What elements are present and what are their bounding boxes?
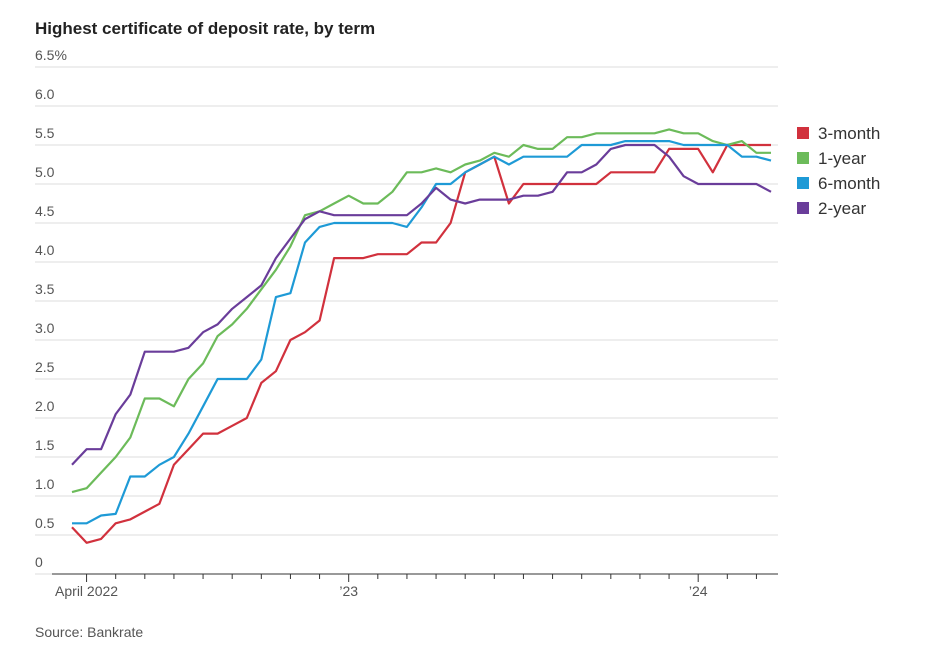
y-tick-label: 3.0 [35, 320, 55, 336]
y-tick-label: 1.5 [35, 437, 55, 453]
legend-swatch [797, 202, 809, 214]
series-line [71, 143, 772, 466]
chart-title: Highest certificate of deposit rate, by … [35, 19, 375, 38]
x-tick-label: ’24 [689, 583, 708, 599]
legend-label: 3-month [818, 124, 880, 143]
legend-label: 1-year [818, 149, 867, 168]
legend-swatch [797, 127, 809, 139]
y-tick-label: 5.0 [35, 164, 55, 180]
x-tick-label: April 2022 [55, 583, 118, 599]
y-tick-label: 0 [35, 554, 43, 570]
y-tick-label: 2.5 [35, 359, 55, 375]
y-tick-label: 0.5 [35, 515, 55, 531]
series-line [71, 128, 771, 494]
source: Source: Bankrate [35, 624, 143, 640]
y-tick-label: 2.0 [35, 398, 55, 414]
y-tick-label: 1.0 [35, 476, 55, 492]
legend-swatch [797, 152, 809, 164]
legend-label: 6-month [818, 174, 880, 193]
series-line [72, 140, 772, 525]
y-tick-label: 4.0 [35, 242, 55, 258]
legend-label: 2-year [818, 199, 867, 218]
y-tick-label: 6.5% [35, 47, 67, 63]
y-tick-label: 4.5 [35, 203, 55, 219]
series-line [71, 143, 771, 544]
y-tick-label: 3.5 [35, 281, 55, 297]
y-tick-label: 5.5 [35, 125, 55, 141]
x-tick-label: ’23 [339, 583, 358, 599]
legend-swatch [797, 177, 809, 189]
y-tick-label: 6.0 [35, 86, 55, 102]
